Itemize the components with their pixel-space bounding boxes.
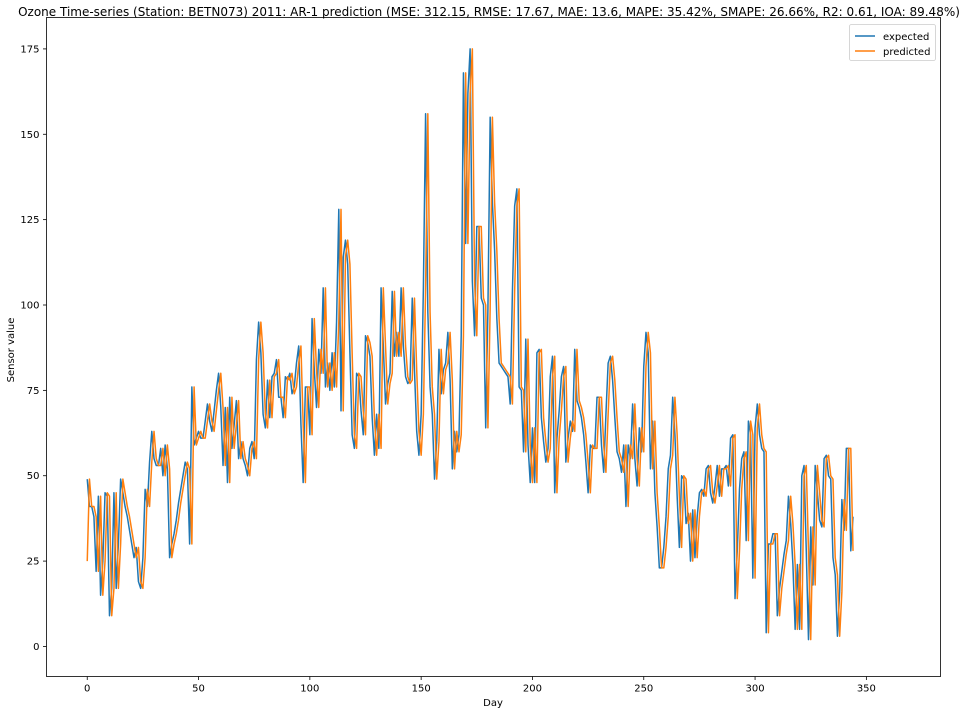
x-axis: 0 50 100 150 200 250 300 350 [84,676,876,695]
y-tick-label: 25 [27,557,40,568]
series-line-expected [86,48,854,641]
x-tick-label: 100 [300,684,319,695]
x-tick-label: 250 [634,684,653,695]
x-tick-label: 50 [192,684,205,695]
x-tick-label: 350 [857,684,876,695]
y-tick-label: 150 [20,130,39,141]
y-tick-label: 125 [20,215,39,226]
series-layer [86,48,854,641]
x-tick-label: 0 [84,684,90,695]
y-tick-label: 50 [27,471,40,482]
x-axis-label: Day [483,698,503,709]
legend-label-predicted: predicted [883,47,930,58]
legend: expected predicted [849,24,936,61]
y-tick-label: 0 [33,642,39,653]
x-tick-label: 300 [746,684,765,695]
y-tick-label: 175 [20,44,39,55]
legend-label-expected: expected [883,32,929,43]
y-axis-label: Sensor value [6,318,17,383]
series-line-predicted [86,48,854,641]
y-tick-label: 75 [27,386,40,397]
plot-frame [46,17,941,677]
y-tick-label: 100 [20,301,39,312]
chart-title: Ozone Time-series (Station: BETN073) 201… [18,5,960,19]
x-tick-label: 150 [412,684,431,695]
x-tick-label: 200 [523,684,542,695]
y-axis: 0 25 50 75 100 125 150 175 [20,44,47,653]
